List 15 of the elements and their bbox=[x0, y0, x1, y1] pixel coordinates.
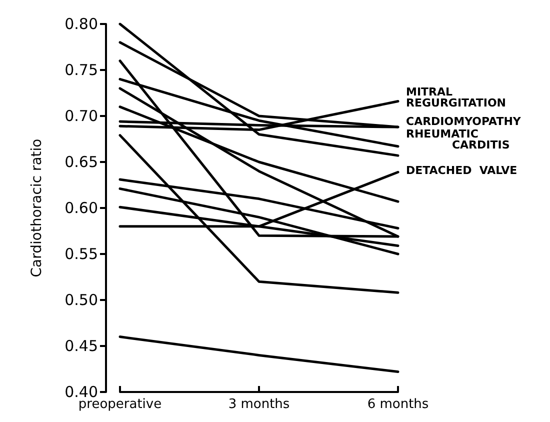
text: RHEUMATIC CARDITIS bbox=[406, 128, 510, 152]
y-axis-title: Cardiothoracic ratio bbox=[29, 138, 45, 278]
y-tick-label: 0.65 bbox=[64, 153, 98, 171]
x-tick-label: 3 months bbox=[228, 397, 290, 412]
y-tick-label: 0.55 bbox=[64, 245, 98, 263]
y-tick-label: 0.75 bbox=[64, 61, 98, 79]
y-tick-label: 0.70 bbox=[64, 107, 98, 125]
x-tick-label: 6 months bbox=[367, 397, 429, 412]
y-tick-label: 0.80 bbox=[64, 15, 98, 33]
y-tick-label: 0.60 bbox=[64, 199, 98, 217]
y-tick-label: 0.45 bbox=[64, 337, 98, 355]
annotation: MITRAL REGURGITATION bbox=[406, 86, 506, 110]
y-tick-label: 0.50 bbox=[64, 291, 98, 309]
annotation: DETACHED VALVE bbox=[406, 164, 518, 177]
annotation: CARDIOMYOPATHY bbox=[406, 115, 522, 128]
